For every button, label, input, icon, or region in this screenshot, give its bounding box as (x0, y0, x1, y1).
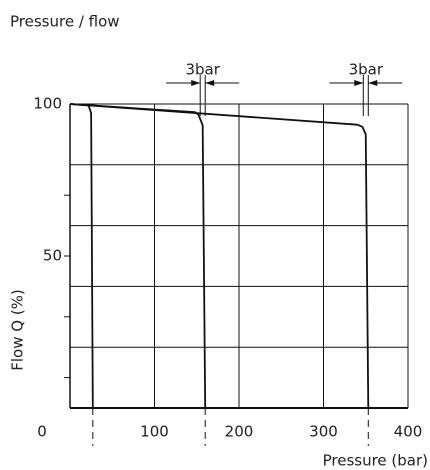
arrow-head (205, 80, 215, 86)
x-tick-label: 100 (140, 423, 169, 441)
flow-line (69, 103, 94, 409)
annotation: 3bar (185, 61, 220, 79)
x-tick-label: 0 (37, 423, 47, 441)
flow-line (69, 103, 207, 409)
x-tick-label: 300 (309, 423, 338, 441)
arrow-head (368, 80, 378, 86)
x-tick-label: 200 (225, 423, 254, 441)
flow-line (69, 103, 370, 409)
y-tick-label: 50 (43, 247, 62, 265)
y-axis-label: Flow Q (%) (9, 289, 27, 371)
x-axis-label: Pressure (bar) (323, 452, 428, 470)
y-tick-label: 100 (33, 95, 62, 113)
annotation: 3bar (349, 61, 384, 79)
x-tick-label: 400 (394, 423, 423, 441)
chart-title: Pressure / flow (10, 13, 120, 31)
arrow-head (354, 80, 364, 86)
arrow-head (191, 80, 201, 86)
